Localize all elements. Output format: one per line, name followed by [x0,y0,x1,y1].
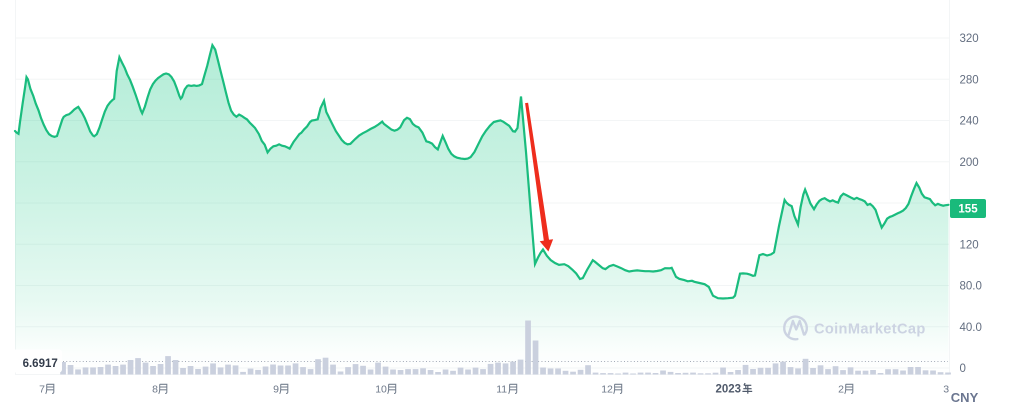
svg-text:240: 240 [960,116,979,128]
svg-text:120: 120 [960,239,979,251]
svg-text:155: 155 [958,203,978,215]
svg-text:7: 7 [39,384,45,396]
svg-text:8: 8 [152,384,158,396]
svg-text:9: 9 [273,384,279,396]
svg-text:0: 0 [960,363,966,375]
svg-text:280: 280 [960,74,979,86]
svg-text:CoinMarketCap: CoinMarketCap [814,322,926,338]
svg-text:320: 320 [960,33,979,45]
svg-text:12: 12 [601,384,613,396]
svg-text:2023: 2023 [716,384,742,396]
svg-text:11: 11 [496,384,507,396]
svg-text:80.0: 80.0 [960,281,982,293]
svg-text:10: 10 [375,384,387,396]
svg-text:6.6917: 6.6917 [23,358,58,370]
svg-text:2: 2 [838,384,844,396]
svg-text:CNY: CNY [951,390,979,405]
svg-text:3: 3 [943,384,949,396]
svg-text:40.0: 40.0 [960,322,982,334]
svg-text:200: 200 [960,157,979,169]
